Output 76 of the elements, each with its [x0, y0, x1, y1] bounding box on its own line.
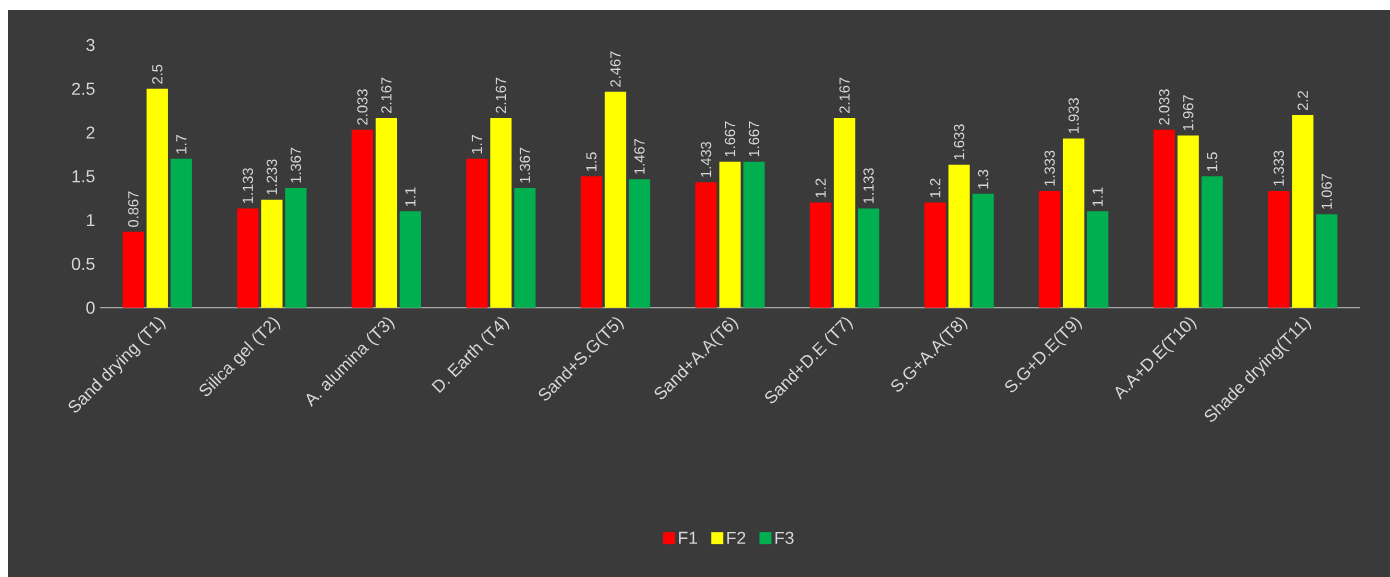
- data-label: 1.5: [586, 152, 597, 171]
- bar: [146, 88, 168, 308]
- data-label: 2.167: [839, 77, 850, 113]
- bar: [1177, 135, 1199, 308]
- y-tick-label: 0.5: [71, 257, 95, 271]
- data-label: 1.233: [266, 159, 278, 195]
- data-label: 2.5: [152, 64, 163, 84]
- data-label: 2.033: [357, 89, 368, 125]
- bar: [122, 231, 144, 308]
- data-label: 2.2: [1297, 91, 1308, 111]
- data-label: 0.867: [128, 191, 139, 227]
- y-tick-label: 2.5: [72, 82, 95, 95]
- data-label: 1.333: [1273, 150, 1284, 186]
- data-label: 1.7: [471, 134, 482, 154]
- bar: [1153, 129, 1175, 308]
- data-label: 1.1: [405, 187, 416, 206]
- data-label: 1.067: [1321, 174, 1332, 209]
- bar: [490, 117, 512, 308]
- bar: [399, 211, 422, 308]
- data-label: 1.5: [1207, 152, 1218, 171]
- bar: [833, 117, 856, 308]
- data-label: 2.167: [495, 77, 507, 113]
- bar: [1316, 214, 1338, 308]
- data-label: 1.433: [700, 141, 712, 177]
- data-label: 2.167: [381, 77, 392, 113]
- data-label: 1.333: [1044, 150, 1055, 186]
- data-label: 1.367: [519, 147, 531, 183]
- legend-label: F2: [727, 531, 746, 544]
- bar: [514, 187, 536, 308]
- data-label: 1.467: [634, 138, 645, 174]
- bar: [743, 161, 765, 308]
- bar: [237, 208, 259, 308]
- data-label: 1.933: [1068, 98, 1079, 134]
- bar: [628, 179, 651, 308]
- data-label: 2.467: [610, 51, 621, 87]
- y-tick-label: 0: [86, 301, 95, 314]
- bar: [375, 117, 398, 308]
- bar: [351, 129, 374, 308]
- bar: [972, 193, 994, 308]
- bar: [1268, 190, 1290, 308]
- bar: [1201, 176, 1223, 308]
- bar: [719, 161, 741, 308]
- data-label: 1.667: [748, 121, 760, 157]
- bar: [695, 182, 717, 308]
- bar: [1086, 211, 1109, 308]
- bar: [948, 164, 970, 308]
- data-label: 1.133: [863, 168, 874, 204]
- data-label: 1.3: [977, 169, 989, 189]
- bar: [580, 176, 603, 308]
- legend-label: F1: [679, 531, 698, 544]
- data-label: 2.033: [1159, 89, 1170, 125]
- data-label: 1.133: [242, 168, 254, 204]
- bar: [1062, 138, 1085, 308]
- y-tick-label: 3: [86, 38, 95, 52]
- bar: [170, 158, 192, 308]
- data-label: 1.7: [176, 134, 187, 154]
- data-label: 1.967: [1183, 95, 1194, 131]
- legend-label: F3: [775, 531, 794, 545]
- bar: [604, 91, 627, 308]
- data-label: 1.2: [815, 178, 826, 198]
- bar: [285, 187, 307, 308]
- data-label: 1.1: [1092, 187, 1103, 206]
- bar: [857, 208, 880, 308]
- bar: [809, 202, 832, 308]
- bar: [1292, 115, 1314, 308]
- bar: [466, 158, 488, 308]
- y-tick-label: 1: [86, 214, 95, 227]
- data-label: 1.633: [953, 124, 965, 160]
- bar: [261, 199, 283, 308]
- y-tick-label: 1.5: [72, 170, 95, 183]
- bar: [924, 202, 946, 308]
- bar: [1038, 190, 1061, 308]
- data-label: 1.667: [724, 121, 736, 157]
- data-label: 1.2: [929, 178, 941, 198]
- data-label: 1.367: [290, 147, 302, 183]
- y-tick-label: 2: [86, 126, 95, 139]
